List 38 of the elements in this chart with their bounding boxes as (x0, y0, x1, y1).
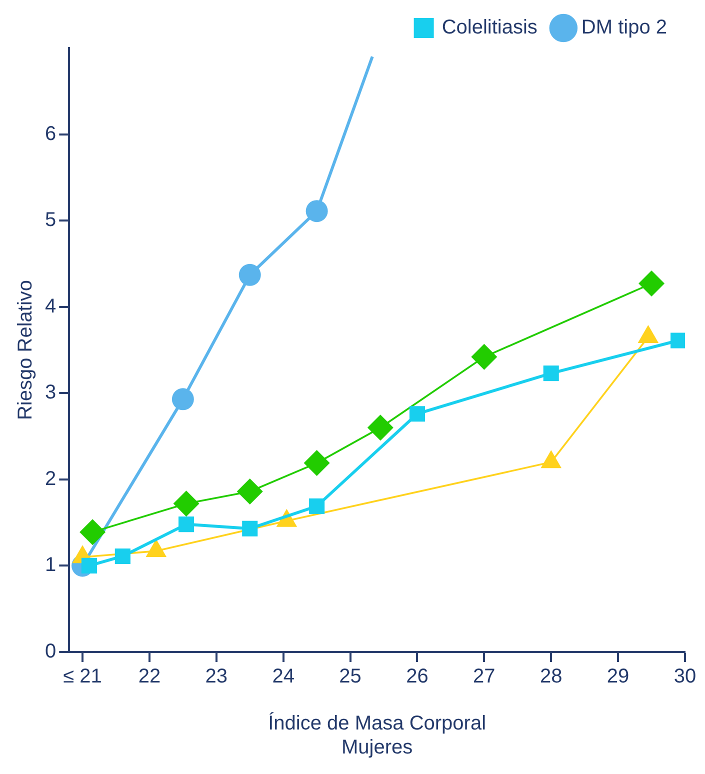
point (471, 344, 498, 370)
point (173, 490, 200, 517)
y-tick-label: 2 (45, 468, 56, 490)
x-tick-label: 26 (406, 666, 428, 688)
point (178, 516, 194, 532)
point (172, 388, 194, 410)
x-tick-label: 25 (339, 666, 362, 688)
y-axis-title: Riesgo Relativo (14, 280, 37, 420)
point (238, 264, 261, 286)
x-tick-label: 29 (606, 666, 630, 688)
x-tick-label: 24 (272, 666, 294, 688)
y-tick-label: 1 (45, 554, 56, 576)
x-tick-label: ≤ 21 (63, 666, 102, 688)
point (638, 270, 665, 297)
x-axis-title: Índice de Masa Corporal Mujeres (268, 712, 486, 759)
x-tick-label: 28 (540, 666, 562, 688)
legend-label: Colelitiasis (442, 16, 538, 39)
point (409, 406, 426, 422)
y-tick-label: 0 (45, 640, 56, 663)
x-tick-label: 22 (138, 666, 161, 688)
point (114, 548, 130, 564)
y-tick-label: 5 (45, 209, 56, 232)
point (80, 519, 106, 546)
point (242, 520, 258, 536)
y-tick-label: 4 (45, 295, 56, 318)
point (306, 200, 328, 222)
point (309, 498, 325, 514)
point (543, 366, 559, 382)
point (367, 414, 394, 441)
x-tick-label: 30 (674, 666, 696, 688)
point (236, 478, 263, 505)
legend-label: DM tipo 2 (581, 16, 668, 39)
y-tick-label: 3 (45, 382, 56, 404)
point (670, 332, 685, 348)
y-tick-label: 6 (45, 122, 56, 145)
x-tick-label: 23 (205, 666, 228, 688)
point (304, 450, 330, 476)
x-tick-label: 27 (473, 666, 496, 688)
